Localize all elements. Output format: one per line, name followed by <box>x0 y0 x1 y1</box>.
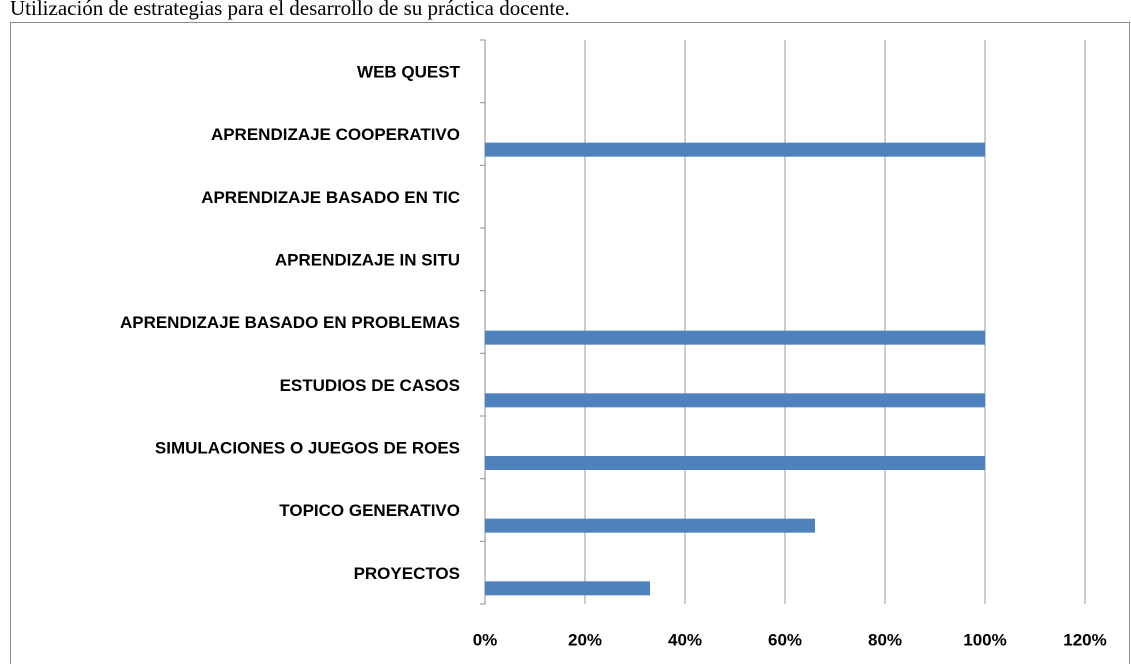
bar <box>485 518 815 533</box>
bar <box>485 330 985 345</box>
y-tick-label: SIMULACIONES O JUEGOS DE ROES <box>155 438 460 457</box>
y-tick-label: APRENDIZAJE IN SITU <box>275 250 460 269</box>
y-tick-label: APRENDIZAJE COOPERATIVO <box>211 125 460 144</box>
x-tick-label: 120% <box>1063 630 1106 649</box>
x-tick-label: 20% <box>568 630 602 649</box>
y-tick-label: APRENDIZAJE BASADO EN PROBLEMAS <box>120 313 460 332</box>
bar <box>485 581 650 596</box>
y-tick-label: APRENDIZAJE BASADO EN TIC <box>201 188 460 207</box>
x-tick-label: 100% <box>963 630 1006 649</box>
y-tick-label: WEB QUEST <box>357 62 461 81</box>
x-tick-label: 40% <box>668 630 702 649</box>
x-tick-label: 80% <box>868 630 902 649</box>
y-tick-label: TOPICO GENERATIVO <box>279 501 460 520</box>
x-tick-label: 0% <box>473 630 498 649</box>
chart-title: Utilización de estrategias para el desar… <box>10 0 570 20</box>
bar <box>485 393 985 408</box>
y-tick-label: PROYECTOS <box>354 564 460 583</box>
bar <box>485 142 985 157</box>
y-tick-label: ESTUDIOS DE CASOS <box>280 376 460 395</box>
bar <box>485 456 985 470</box>
x-tick-label: 60% <box>768 630 802 649</box>
